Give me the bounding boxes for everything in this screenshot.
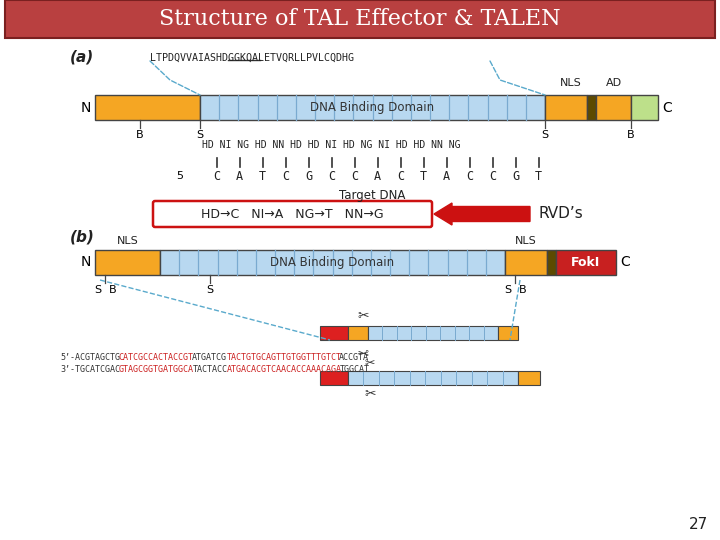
Bar <box>631 95 658 120</box>
Text: T: T <box>420 170 427 183</box>
Text: NLS: NLS <box>117 236 138 246</box>
Text: ✂: ✂ <box>365 357 375 370</box>
Text: C: C <box>282 170 289 183</box>
Bar <box>5 0 715 38</box>
Bar <box>587 95 596 120</box>
Text: CATCGCCACTACCGT: CATCGCCACTACCGT <box>119 353 194 361</box>
Text: NLS: NLS <box>515 236 537 246</box>
Text: 3’-TGCATCGAC: 3’-TGCATCGAC <box>60 366 120 375</box>
Bar <box>518 371 540 385</box>
Text: C: C <box>662 100 672 114</box>
Text: HD NI NG HD NN HD HD NI HD NG NI HD HD NN NG: HD NI NG HD NN HD HD NI HD NG NI HD HD N… <box>202 140 461 150</box>
Bar <box>368 326 498 340</box>
Text: FokI: FokI <box>572 256 600 269</box>
Bar <box>348 371 518 385</box>
Text: A: A <box>443 170 450 183</box>
Bar <box>200 95 545 120</box>
Text: C: C <box>351 170 358 183</box>
Text: C: C <box>397 170 404 183</box>
Text: RVD’s: RVD’s <box>538 206 582 221</box>
Text: S: S <box>207 285 214 295</box>
Text: T: T <box>259 170 266 183</box>
Bar <box>505 250 547 275</box>
Text: G: G <box>305 170 312 183</box>
Text: T: T <box>535 170 542 183</box>
Bar <box>547 250 556 275</box>
Text: C: C <box>466 170 473 183</box>
Text: NLS: NLS <box>559 78 581 88</box>
FancyArrow shape <box>434 203 530 225</box>
Text: Target DNA: Target DNA <box>339 189 405 202</box>
Text: S: S <box>197 130 204 140</box>
Text: GTAGCGGTGATGGCA: GTAGCGGTGATGGCA <box>119 366 194 375</box>
Bar <box>320 371 348 385</box>
Text: C: C <box>620 255 630 269</box>
Text: S: S <box>94 285 101 295</box>
Text: LTPDQVVAIASHDGGKQALETVQRLLPVLCQDHG: LTPDQVVAIASHDGGKQALETVQRLLPVLCQDHG <box>150 53 354 63</box>
Bar <box>160 250 505 275</box>
FancyBboxPatch shape <box>153 201 432 227</box>
Text: N: N <box>81 255 91 269</box>
Text: TACTGTGCAGTTGTGGTTTGTCT: TACTGTGCAGTTGTGGTTTGTCT <box>227 353 341 361</box>
Text: AD: AD <box>606 78 621 88</box>
Bar <box>95 95 200 120</box>
Text: ✂: ✂ <box>357 309 369 323</box>
Text: ATGACACGTCAACACCAAACAGA: ATGACACGTCAACACCAAACAGA <box>227 366 341 375</box>
Bar <box>596 95 631 120</box>
Text: C: C <box>489 170 496 183</box>
Text: B: B <box>109 285 117 295</box>
Bar <box>556 250 616 275</box>
Text: DNA Binding Domain: DNA Binding Domain <box>310 101 435 114</box>
Text: S: S <box>504 285 511 295</box>
Bar <box>320 326 348 340</box>
Text: DNA Binding Domain: DNA Binding Domain <box>271 256 395 269</box>
Text: TGGCAT: TGGCAT <box>339 366 369 375</box>
Text: B: B <box>519 285 526 295</box>
Text: 5: 5 <box>176 171 183 181</box>
Bar <box>545 95 587 120</box>
Text: A: A <box>374 170 381 183</box>
Text: B: B <box>627 130 635 140</box>
Text: HD→C   NI→A   NG→T   NN→G: HD→C NI→A NG→T NN→G <box>201 207 384 220</box>
Text: (b): (b) <box>70 230 95 245</box>
Bar <box>95 250 160 275</box>
Text: B: B <box>136 130 144 140</box>
Text: S: S <box>541 130 549 140</box>
Text: ATGATCG: ATGATCG <box>192 353 228 361</box>
Text: (a): (a) <box>70 50 94 65</box>
Text: C: C <box>213 170 220 183</box>
Text: TACTACC: TACTACC <box>192 366 228 375</box>
Bar <box>348 326 368 340</box>
Text: C: C <box>328 170 335 183</box>
Text: N: N <box>81 100 91 114</box>
Text: Structure of TAL Effector & TALEN: Structure of TAL Effector & TALEN <box>159 8 561 30</box>
Text: G: G <box>512 170 519 183</box>
Text: 5’-ACGTAGCTG: 5’-ACGTAGCTG <box>60 353 120 361</box>
Text: A: A <box>236 170 243 183</box>
Bar <box>498 326 518 340</box>
Text: ✂: ✂ <box>364 387 376 401</box>
Text: ✂: ✂ <box>357 343 369 357</box>
Text: ACCGTA: ACCGTA <box>339 353 369 361</box>
Text: 27: 27 <box>689 517 708 532</box>
